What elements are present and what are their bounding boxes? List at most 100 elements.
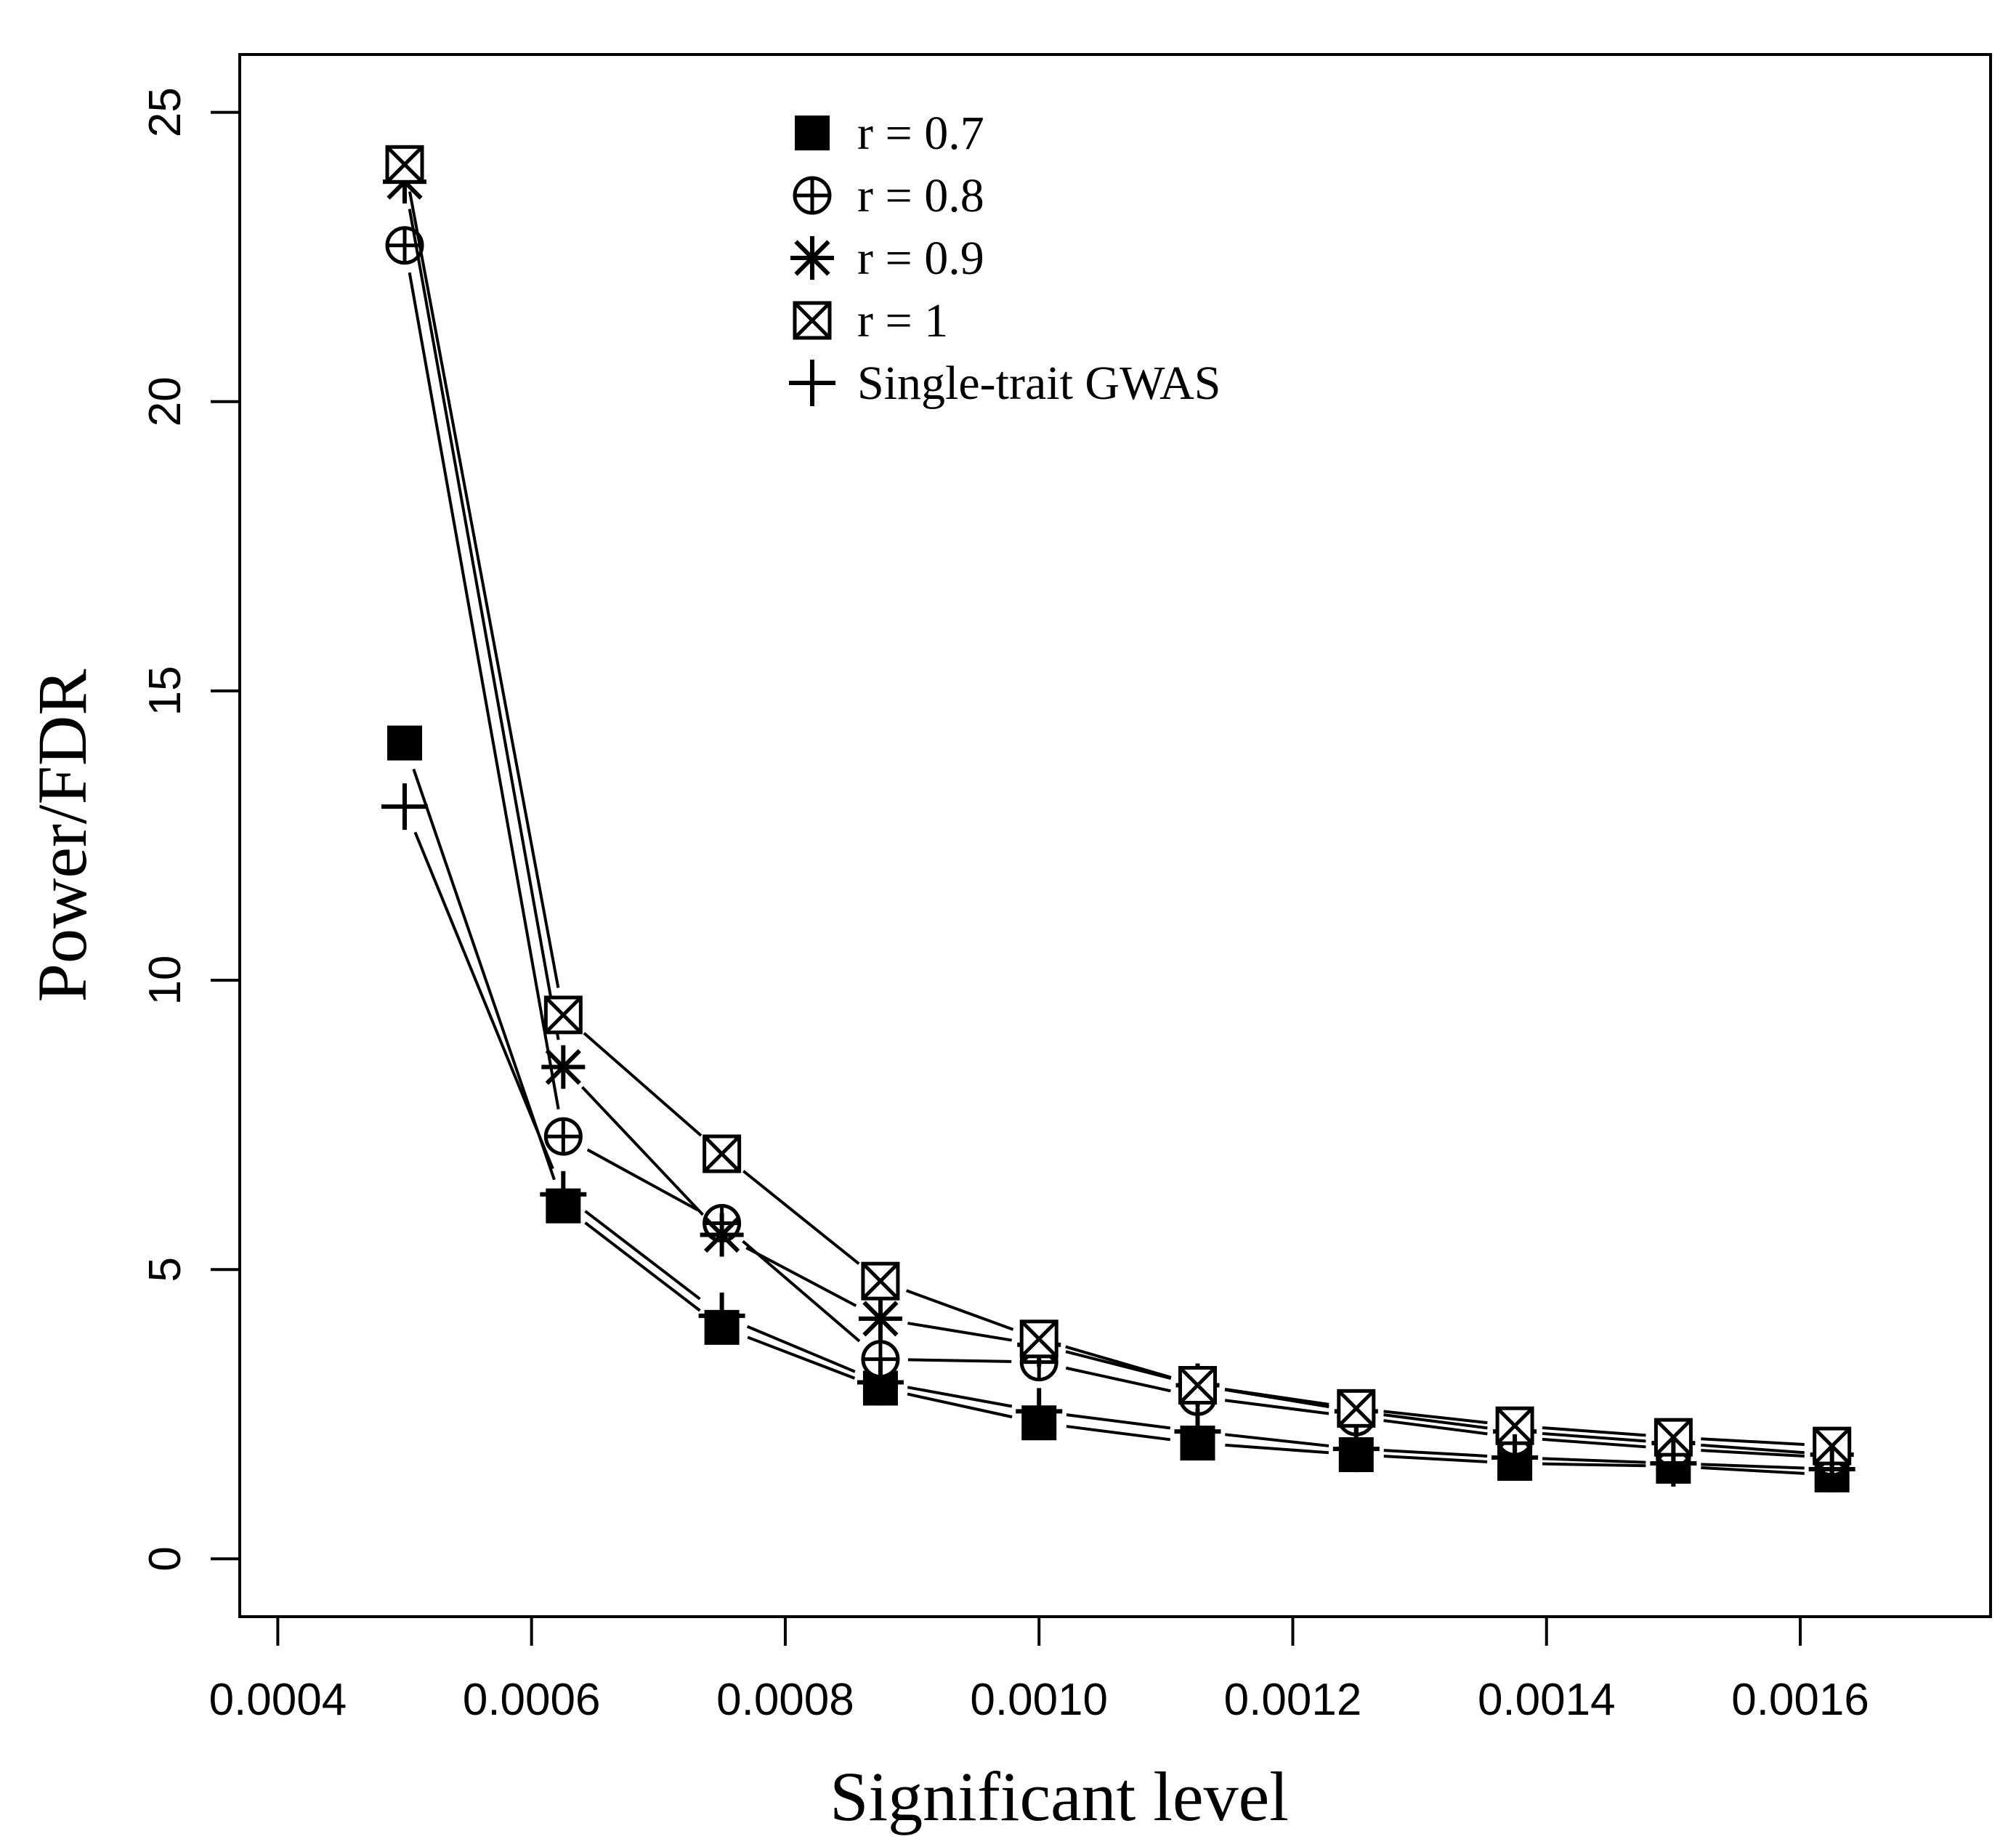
data-point	[858, 1296, 902, 1341]
legend-item: Single-trait GWAS	[789, 357, 1220, 410]
series-layer	[381, 145, 1855, 1492]
marker-diag2	[1178, 1366, 1217, 1405]
series-line-segment	[1701, 1437, 1805, 1447]
legend-label: r = 0.9	[857, 232, 984, 285]
series-line-segment	[1701, 1449, 1805, 1458]
series-line-segment	[1542, 1437, 1646, 1449]
marker-diag2	[1654, 1418, 1693, 1456]
marker-diag2	[545, 1048, 581, 1086]
series-line-segment	[408, 272, 560, 1110]
series-line-segment	[745, 1246, 857, 1307]
y-tick-label: 20	[140, 376, 190, 427]
legend-label: r = 0.7	[857, 107, 984, 160]
series-line-segment	[747, 1335, 856, 1380]
legend-item: r = 0.9	[790, 232, 984, 285]
data-point	[387, 725, 423, 761]
legend: r = 0.7 r = 0.8 r = 0.9 r = 1 Single-trait G…	[789, 107, 1220, 410]
series-line-segment	[584, 1210, 701, 1301]
series-line-segment	[586, 1148, 699, 1212]
marker-square-shape	[387, 725, 423, 761]
series-line-segment	[907, 1322, 1013, 1342]
series-line-segment	[1701, 1466, 1805, 1475]
x-tick-label: 0.0012	[1224, 1675, 1362, 1725]
y-tick-label: 5	[140, 1257, 190, 1282]
marker-diag2	[704, 1216, 740, 1253]
series-line-segment	[1224, 1387, 1329, 1406]
series-line-segment	[1383, 1419, 1488, 1436]
legend-label: r = 1	[857, 294, 948, 347]
series-line-segment	[1542, 1457, 1646, 1464]
x-tick-label: 0.0014	[1478, 1675, 1616, 1725]
data-point	[381, 783, 429, 830]
data-point	[1332, 1426, 1380, 1473]
x-axis-title: Significant level	[830, 1758, 1289, 1835]
series-0	[387, 725, 1850, 1492]
series-line-segment	[905, 1289, 1014, 1331]
data-point	[543, 995, 583, 1035]
marker-diag2	[386, 145, 424, 184]
series-line-segment	[1383, 1455, 1488, 1463]
data-point	[1178, 1365, 1218, 1405]
data-point	[541, 1045, 586, 1089]
marker-diag2	[1020, 1320, 1058, 1358]
legend-label: r = 0.8	[857, 169, 984, 222]
series-line-segment	[413, 831, 554, 1170]
series-line-segment	[907, 1386, 1013, 1408]
data-point	[1174, 1408, 1221, 1455]
data-point	[1808, 1445, 1855, 1492]
y-axis-title: Power/FDR	[23, 669, 101, 1003]
legend-item: r = 1	[793, 294, 948, 347]
data-point	[703, 1134, 742, 1173]
series-line-segment	[1542, 1462, 1646, 1468]
data-point	[385, 145, 424, 184]
series-line-segment	[1065, 1350, 1172, 1381]
marker-diag2	[544, 996, 583, 1034]
series-line-segment	[1701, 1463, 1805, 1470]
plot-frame	[238, 53, 1992, 1618]
legend-marker	[795, 116, 830, 150]
data-point	[1337, 1389, 1376, 1428]
series-line-segment	[1225, 1433, 1329, 1447]
x-tick-label: 0.0006	[463, 1675, 601, 1725]
data-point	[700, 1213, 744, 1257]
series-line-segment	[1542, 1426, 1646, 1437]
series-line-segment	[1224, 1399, 1329, 1415]
series-line-segment	[1066, 1425, 1171, 1442]
marker-diag2	[703, 1135, 741, 1173]
legend-marker	[793, 301, 832, 340]
x-tick-label: 0.0004	[209, 1675, 347, 1725]
series-line-segment	[1065, 1345, 1172, 1379]
data-point	[857, 1359, 904, 1406]
series-line-segment	[583, 1032, 703, 1137]
legend-marker	[790, 236, 834, 280]
series-line-segment	[1066, 1413, 1171, 1430]
series-line-segment	[1383, 1449, 1488, 1458]
marker-diag2	[862, 1301, 899, 1337]
series-line-segment	[1383, 1413, 1488, 1430]
series-line-segment	[1542, 1431, 1646, 1443]
data-point	[698, 1292, 745, 1339]
marker-diag2	[793, 302, 831, 339]
data-point	[540, 1171, 587, 1218]
series-line-segment	[580, 1086, 704, 1216]
series-1	[385, 226, 1852, 1477]
marker-diag2	[862, 1262, 899, 1300]
series-line-segment	[408, 191, 560, 988]
legend-label: Single-trait GWAS	[857, 357, 1220, 410]
marker-square-shape	[795, 116, 830, 150]
series-line-segment	[1225, 1443, 1329, 1455]
legend-item: r = 0.7	[795, 107, 984, 160]
y-tick-label: 10	[140, 955, 190, 1006]
series-line-segment	[742, 1170, 860, 1265]
data-point	[1491, 1434, 1539, 1482]
series-4	[381, 783, 1855, 1492]
series-line-segment	[742, 1240, 861, 1343]
data-point	[1016, 1388, 1063, 1435]
axes: 0.0004 0.0006 0.0008 0.0010 0.0012 0.0014 0.00…	[140, 87, 1869, 1725]
legend-item: r = 0.8	[793, 169, 984, 222]
legend-marker	[789, 360, 835, 406]
series-line-segment	[746, 1325, 856, 1373]
data-point	[543, 1117, 583, 1156]
data-point	[1019, 1319, 1058, 1359]
